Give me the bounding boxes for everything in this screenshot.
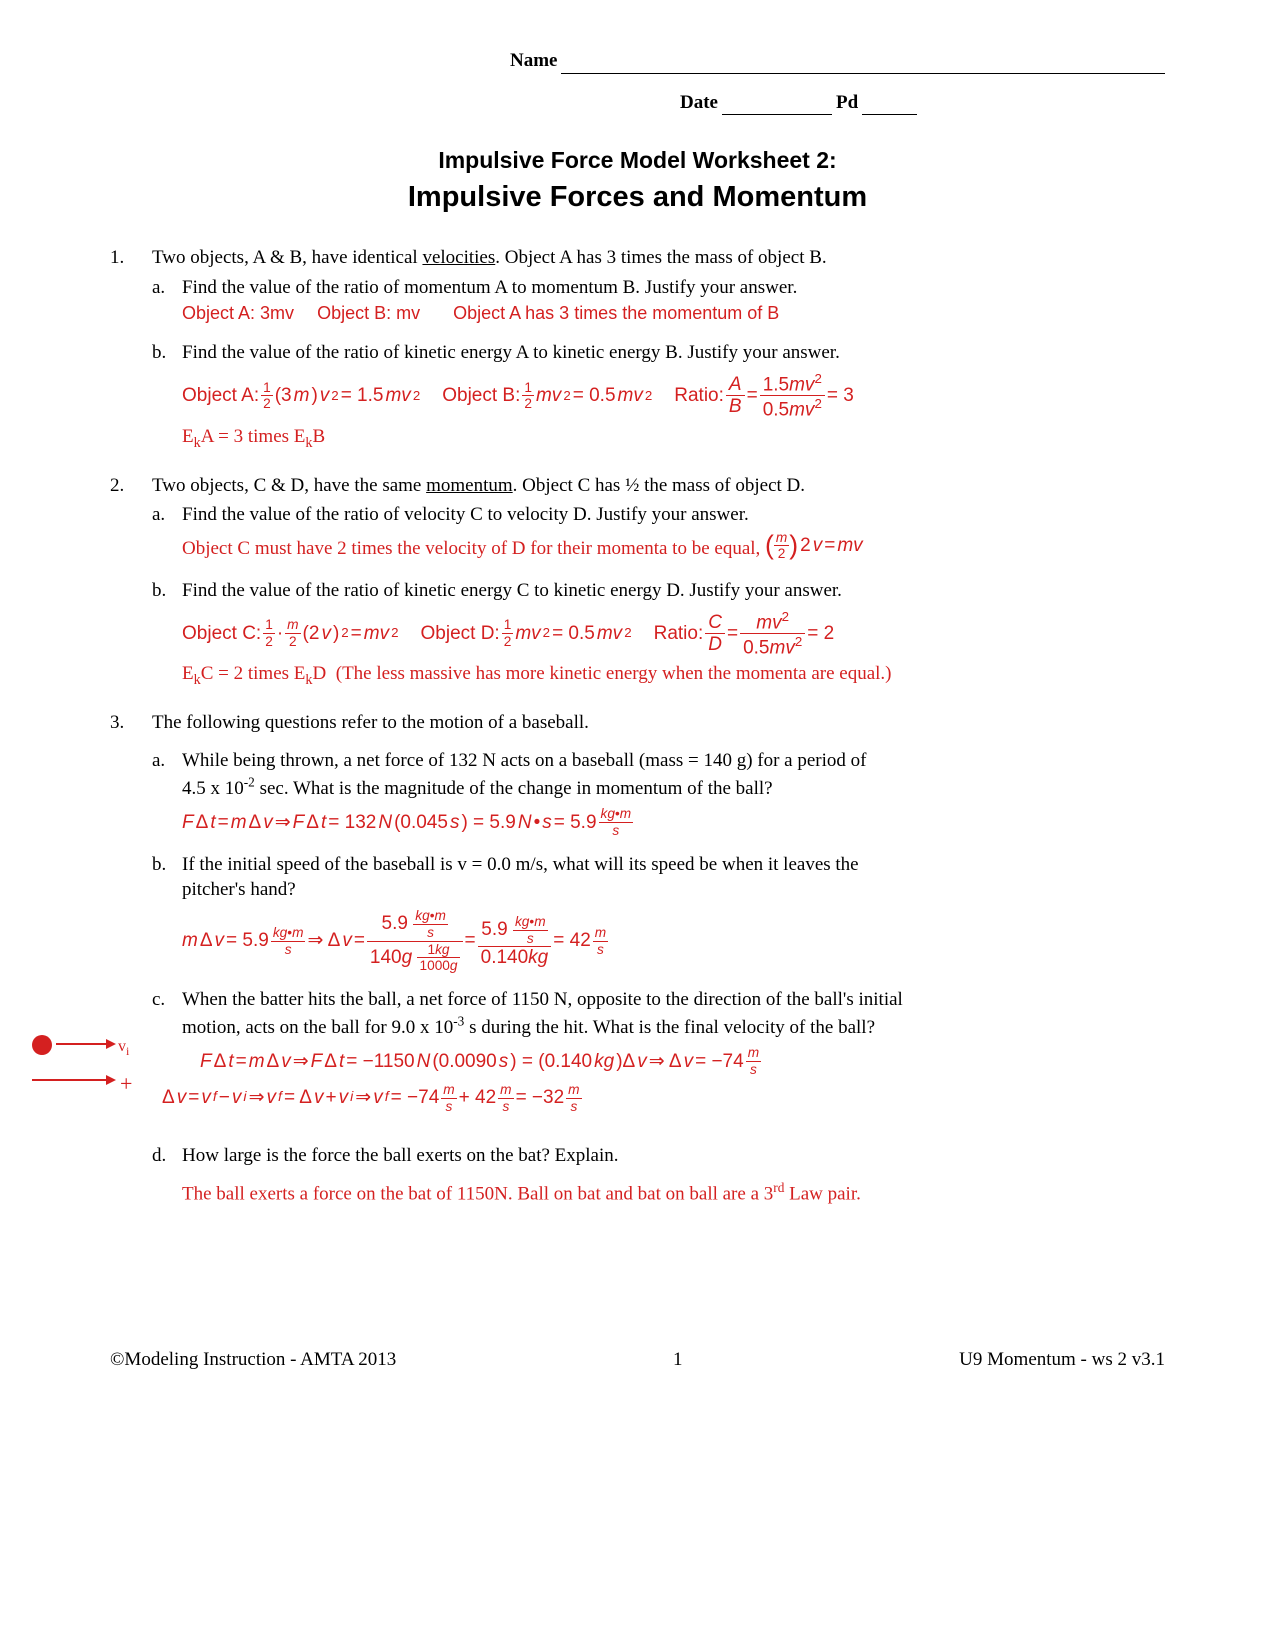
q3a: a. While being thrown, a net force of 13… (152, 748, 1165, 838)
q3d-ans1: The ball exerts a force on the bat of 11… (182, 1183, 773, 1204)
footer-right: U9 Momentum - ws 2 v3.1 (959, 1347, 1165, 1373)
q3a-sup: -2 (244, 775, 255, 790)
vi-label: vi (118, 1036, 129, 1059)
q2a-answer: Object C must have 2 times the velocity … (182, 538, 863, 559)
q2-number: 2. (110, 473, 124, 499)
q3b: b. If the initial speed of the baseball … (152, 852, 1165, 973)
q1-stem-pre: Two objects, A & B, have identical (152, 247, 422, 268)
q2b-equation: Object C: 12 · m2 (2v)2 = mv2 Object D: … (182, 610, 1165, 658)
date-underline[interactable] (722, 97, 832, 115)
q3d-answer: The ball exerts a force on the bat of 11… (182, 1179, 1165, 1207)
q2a-eq: (m2)2v = mv (765, 528, 863, 564)
q3a-l2a: 4.5 x 10 (182, 778, 244, 799)
q2a-ans-text: Object C must have 2 times the velocity … (182, 538, 765, 559)
q3a-line2: 4.5 x 10-2 sec. What is the magnitude of… (182, 778, 773, 799)
q3a-line1: While being thrown, a net force of 132 N… (182, 750, 866, 771)
q3c-l2a: motion, acts on the ball for 9.0 x 10 (182, 1017, 453, 1038)
velocity-arrow-icon (56, 1043, 108, 1045)
q3b-line1: If the initial speed of the baseball is … (182, 854, 859, 875)
q3c: c. When the batter hits the ball, a net … (152, 987, 1165, 1113)
name-field: Name (510, 48, 1165, 74)
footer-page: 1 (673, 1347, 683, 1373)
q3a-equation: FΔt = mΔv ⇒ FΔt = 132N(0.045s) = 5.9N•s … (182, 807, 1165, 837)
q1a-question: Find the value of the ratio of momentum … (182, 277, 797, 298)
q2a-letter: a. (152, 502, 165, 528)
velocity-diagram: vi + (32, 1027, 152, 1137)
name-label: Name (510, 48, 557, 74)
q1b-letter: b. (152, 340, 166, 366)
q2-stem: Two objects, C & D, have the same moment… (152, 475, 805, 496)
date-pd-row: Date Pd (680, 90, 1165, 116)
q2b-question: Find the value of the ratio of kinetic e… (182, 580, 842, 601)
q1-stem: Two objects, A & B, have identical veloc… (152, 247, 827, 268)
page-footer: ©Modeling Instruction - AMTA 2013 1 U9 M… (110, 1347, 1165, 1373)
q3a-l2b: sec. What is the magnitude of the change… (255, 778, 773, 799)
q3c-sup: -3 (453, 1014, 464, 1029)
q1-number: 1. (110, 245, 124, 271)
q3c-line1: When the batter hits the ball, a net for… (182, 989, 903, 1010)
q1a-answer: Object A: 3mv Object B: mv Object A has … (182, 303, 779, 323)
q1b-conclusion: EkA = 3 times EkB (182, 424, 1165, 453)
q3c-equation-1: FΔt = mΔv ⇒ FΔt = −1150N(0.0090s) = (0.1… (200, 1046, 1165, 1076)
q3-number: 3. (110, 710, 124, 736)
name-underline[interactable] (561, 56, 1165, 74)
q3d-sup: rd (773, 1180, 784, 1195)
footer-left: ©Modeling Instruction - AMTA 2013 (110, 1347, 396, 1373)
question-3: 3. The following questions refer to the … (110, 710, 1165, 1207)
q2b-letter: b. (152, 578, 166, 604)
pd-label: Pd (836, 90, 858, 116)
q1a-letter: a. (152, 275, 165, 301)
q3b-letter: b. (152, 852, 166, 878)
q1a-ans-c: Object A has 3 times the momentum of B (453, 303, 779, 323)
q1-stem-underline: velocities (422, 247, 495, 268)
question-list: 1. Two objects, A & B, have identical ve… (110, 245, 1165, 1206)
q1b-question: Find the value of the ratio of kinetic e… (182, 342, 840, 363)
q1a-ans-b: Object B: mv (317, 303, 420, 323)
question-2: 2. Two objects, C & D, have the same mom… (110, 473, 1165, 691)
ball-icon (32, 1035, 52, 1055)
q2b-conclusion: EkC = 2 times EkD (The less massive has … (182, 661, 1165, 690)
pd-underline[interactable] (862, 97, 917, 115)
q1b: b. Find the value of the ratio of kineti… (152, 340, 1165, 452)
q3d-question: How large is the force the ball exerts o… (182, 1145, 619, 1166)
q3c-line2: motion, acts on the ball for 9.0 x 10-3 … (182, 1017, 875, 1038)
q3d: d. How large is the force the ball exert… (152, 1143, 1165, 1207)
q2-stem-underline: momentum (426, 475, 513, 496)
q1a-ans-a: Object A: 3mv (182, 303, 294, 323)
q3c-letter: c. (152, 987, 165, 1013)
q3-stem: The following questions refer to the mot… (152, 712, 589, 733)
q3b-line2: pitcher's hand? (182, 879, 296, 900)
q1-stem-post: . Object A has 3 times the mass of objec… (495, 247, 826, 268)
q2a-question: Find the value of the ratio of velocity … (182, 504, 749, 525)
q3b-equation: mΔv = 5.9 kg•ms ⇒ Δv = 5.9 kg•ms 140g 1k… (182, 909, 1165, 973)
plus-label: + (120, 1069, 132, 1099)
q1b-equation: Object A: 12 (3m)v2 = 1.5mv2 Object B: 1… (182, 372, 1165, 420)
title-block: Impulsive Force Model Worksheet 2: Impul… (110, 145, 1165, 217)
q3c-l2b: s during the hit. What is the final velo… (464, 1017, 875, 1038)
q3c-equation-2: Δv = vf − vi ⇒ vf = Δv + vi ⇒ vf = −74 m… (162, 1083, 1165, 1113)
subtitle: Impulsive Force Model Worksheet 2: (110, 145, 1165, 176)
q2-stem-post: . Object C has ½ the mass of object D. (513, 475, 805, 496)
q3a-letter: a. (152, 748, 165, 774)
header-fields: Name Date Pd (510, 48, 1165, 115)
main-title: Impulsive Forces and Momentum (110, 178, 1165, 217)
q3d-letter: d. (152, 1143, 166, 1169)
positive-axis-arrow-icon (32, 1079, 108, 1081)
q1a: a. Find the value of the ratio of moment… (152, 275, 1165, 326)
date-label: Date (680, 90, 718, 116)
question-1: 1. Two objects, A & B, have identical ve… (110, 245, 1165, 452)
q3d-ans2: Law pair. (784, 1183, 861, 1204)
q2a: a. Find the value of the ratio of veloci… (152, 502, 1165, 564)
q2-stem-pre: Two objects, C & D, have the same (152, 475, 426, 496)
q2b: b. Find the value of the ratio of kineti… (152, 578, 1165, 690)
